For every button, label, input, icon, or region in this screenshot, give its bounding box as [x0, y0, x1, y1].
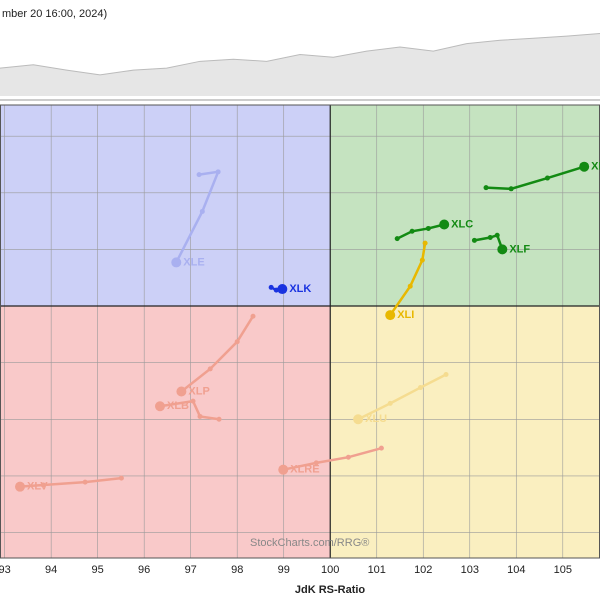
rrg-panel: 93 94 95 96 97 98 99 100 101 102 103 104 105 XLK XLE XL…: [0, 104, 600, 576]
head-point: [278, 464, 289, 475]
tail-line: [283, 446, 382, 471]
head-point: [579, 161, 590, 172]
tail-point: [199, 208, 205, 214]
tail-point: [419, 257, 425, 263]
tail-line: [485, 165, 585, 191]
head-point: [155, 401, 165, 412]
tail-point: [487, 235, 493, 241]
tail-line: [19, 476, 122, 488]
tail-line: [474, 233, 504, 250]
series-label: XLU: [365, 413, 387, 425]
tail-point: [387, 400, 393, 406]
tail-point: [508, 186, 514, 192]
head-point: [353, 414, 364, 425]
x-tick-label: 99: [278, 564, 290, 576]
tail-point: [216, 416, 222, 422]
tail-line: [159, 399, 220, 421]
tail-point: [544, 175, 550, 181]
x-tick-label: 104: [507, 564, 525, 576]
tail-point: [417, 385, 423, 391]
x-axis-title: JdK RS-Ratio: [295, 584, 366, 596]
head-point: [497, 244, 508, 255]
quadrant-weakening: [330, 306, 600, 558]
tail-point: [250, 313, 256, 319]
quadrant-lagging: [0, 306, 331, 558]
tail-point: [425, 225, 431, 231]
head-point: [176, 386, 187, 397]
tail-point: [378, 445, 384, 451]
x-tick-label: 94: [45, 564, 57, 576]
tail-point: [197, 413, 203, 419]
tail-point: [196, 172, 202, 178]
x-tick-label: 93: [0, 564, 11, 576]
series-label: XLV: [27, 481, 48, 493]
tail-line: [175, 170, 221, 263]
x-tick-label: 100: [321, 564, 339, 576]
x-tick-label: 101: [368, 564, 386, 576]
series-label: XLK: [289, 283, 311, 295]
tail-line: [180, 315, 255, 393]
tail-point: [40, 482, 46, 488]
series-label: XLP: [188, 385, 209, 397]
head-point: [439, 219, 450, 230]
tail-line: [357, 373, 447, 421]
series-label: XLF: [509, 243, 530, 255]
series-label: XLY: [591, 161, 600, 173]
tail-point: [234, 339, 240, 345]
tail-point: [313, 460, 319, 466]
benchmark-line: [0, 32, 600, 76]
quadrant-leading: [330, 105, 600, 307]
x-tick-label: 98: [231, 564, 243, 576]
tail-point: [483, 185, 489, 191]
tail-point: [190, 398, 196, 404]
tail-point: [443, 372, 449, 378]
tail-point: [409, 228, 415, 234]
tail-line: [396, 223, 445, 240]
tail-line: [389, 242, 427, 316]
tail-point: [118, 475, 124, 481]
benchmark-caption: mber 20 16:00, 2024): [2, 8, 107, 20]
x-tick-label: 96: [138, 564, 150, 576]
head-point: [277, 284, 288, 295]
head-point: [171, 257, 182, 268]
series-label: XLI: [397, 309, 414, 321]
tail-point: [494, 232, 500, 238]
quadrant-improving: [0, 105, 331, 307]
tail-point: [215, 169, 221, 175]
watermark: StockCharts.com/RRG®: [250, 537, 369, 549]
x-tick-label: 97: [185, 564, 197, 576]
head-point: [15, 481, 25, 492]
series-label: XLC: [451, 218, 473, 230]
tail-point: [82, 479, 88, 485]
series-label: XLRE: [290, 464, 319, 476]
tail-point: [345, 454, 351, 460]
x-tick-label: 102: [414, 564, 432, 576]
x-tick-label: 103: [461, 564, 479, 576]
head-point: [385, 310, 396, 321]
benchmark-panel: [0, 32, 600, 101]
tail-point: [471, 237, 477, 243]
tail-point: [394, 236, 400, 242]
series-label: XLB: [167, 400, 189, 412]
x-tick-label: 95: [92, 564, 104, 576]
tail-point: [422, 240, 428, 246]
tail-point: [268, 284, 274, 290]
tail-point: [407, 283, 413, 289]
tail-point: [207, 366, 213, 372]
series-label: XLE: [183, 256, 204, 268]
x-tick-label: 105: [554, 564, 572, 576]
benchmark-area: [0, 33, 600, 96]
